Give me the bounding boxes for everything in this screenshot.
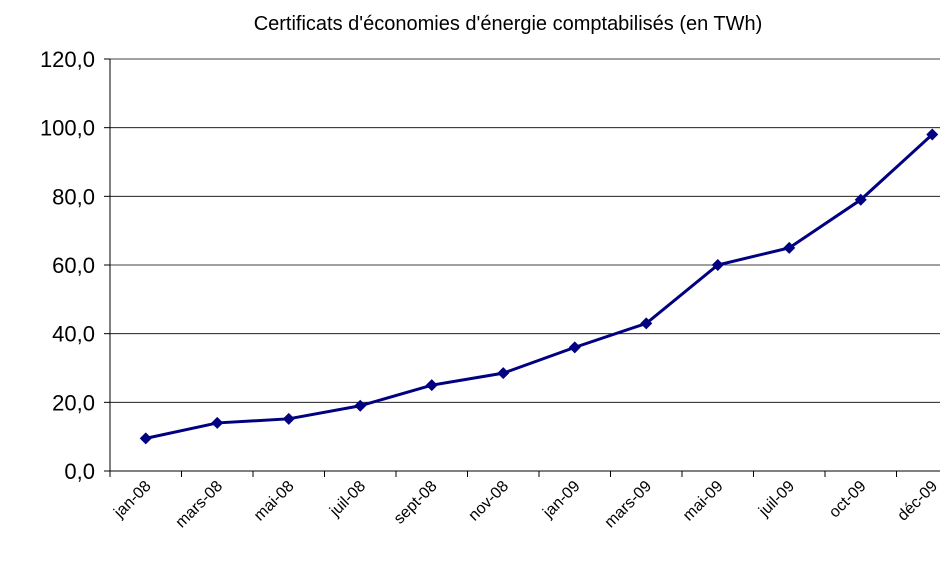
y-tick-label: 40,0 bbox=[52, 322, 95, 347]
point bbox=[783, 241, 796, 254]
x-tick-label: mars-09 bbox=[602, 478, 656, 532]
point bbox=[354, 399, 367, 412]
x-tick-label: jan-09 bbox=[539, 478, 583, 522]
point bbox=[425, 379, 438, 392]
y-tick-label: 0,0 bbox=[64, 459, 95, 484]
y-tick-label: 20,0 bbox=[52, 390, 95, 415]
point bbox=[139, 432, 152, 445]
point bbox=[211, 416, 224, 429]
point bbox=[926, 128, 939, 141]
y-tick-label: 80,0 bbox=[52, 184, 95, 209]
point bbox=[711, 259, 724, 271]
x-tick-label: nov-08 bbox=[465, 478, 512, 525]
point bbox=[282, 412, 295, 425]
line bbox=[145, 133, 934, 440]
y-tick-label: 120,0 bbox=[40, 47, 95, 72]
x-tick-label: sept-08 bbox=[391, 478, 441, 528]
point bbox=[640, 317, 653, 330]
point bbox=[854, 193, 867, 206]
x-tick-label: déc-09 bbox=[894, 478, 941, 525]
x-tick-label: juil-08 bbox=[326, 478, 369, 521]
x-tick-label: jan-08 bbox=[110, 478, 154, 522]
y-tick-label: 60,0 bbox=[52, 253, 95, 278]
y-tick-label: 100,0 bbox=[40, 116, 95, 141]
x-tick-label: juil-09 bbox=[755, 478, 798, 521]
x-tick-label: mai-08 bbox=[251, 478, 298, 525]
point bbox=[568, 341, 581, 354]
point bbox=[497, 367, 510, 380]
x-tick-label: mai-09 bbox=[680, 478, 727, 525]
x-tick-label: oct-09 bbox=[826, 478, 870, 522]
chart-title: Certificats d'économies d'énergie compta… bbox=[254, 13, 763, 35]
x-tick-label: mars-08 bbox=[173, 478, 227, 532]
